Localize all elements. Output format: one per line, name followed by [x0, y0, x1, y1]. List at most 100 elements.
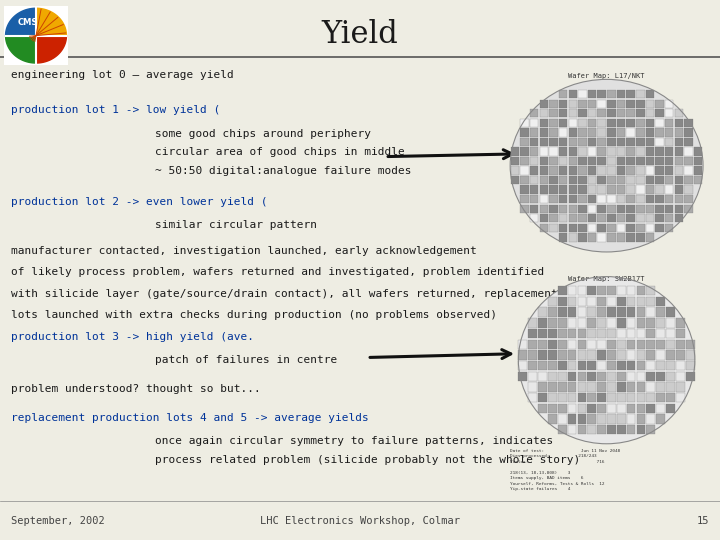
Bar — [548, 329, 557, 338]
Bar — [657, 307, 665, 317]
Bar — [627, 286, 636, 295]
Bar — [567, 393, 577, 402]
Bar — [538, 329, 546, 338]
Bar — [558, 297, 567, 306]
Bar — [647, 414, 655, 424]
Bar — [559, 128, 567, 137]
Bar — [666, 372, 675, 381]
Bar — [588, 340, 596, 349]
Bar — [636, 297, 645, 306]
Bar — [539, 128, 548, 137]
Bar — [578, 99, 587, 108]
Bar — [598, 329, 606, 338]
Bar — [528, 372, 537, 381]
Bar — [598, 340, 606, 349]
Bar — [627, 297, 636, 306]
Bar — [559, 176, 567, 184]
Bar — [598, 224, 606, 232]
Bar — [684, 195, 693, 204]
Bar — [598, 350, 606, 360]
Bar — [655, 185, 664, 194]
Bar — [627, 393, 636, 402]
Bar — [567, 340, 577, 349]
Bar — [588, 404, 596, 413]
Bar — [548, 414, 557, 424]
Text: September, 2002: September, 2002 — [11, 516, 104, 526]
Bar — [626, 138, 635, 146]
Bar — [636, 350, 645, 360]
Bar — [549, 147, 558, 156]
Polygon shape — [6, 8, 36, 36]
Bar — [627, 361, 636, 370]
Bar — [538, 361, 546, 370]
Bar — [675, 176, 683, 184]
Bar — [617, 157, 625, 165]
Bar — [617, 404, 626, 413]
Bar — [521, 166, 528, 175]
Bar — [598, 147, 606, 156]
Text: LHC Electronics Workshop, Colmar: LHC Electronics Workshop, Colmar — [260, 516, 460, 526]
Bar — [617, 297, 626, 306]
Bar — [588, 307, 596, 317]
Bar — [598, 185, 606, 194]
Bar — [665, 157, 673, 165]
Bar — [598, 393, 606, 402]
Bar — [617, 119, 625, 127]
Bar — [665, 195, 673, 204]
Bar — [694, 157, 703, 165]
Bar — [569, 99, 577, 108]
Bar — [626, 205, 635, 213]
Bar — [569, 195, 577, 204]
Bar — [655, 195, 664, 204]
Bar — [549, 195, 558, 204]
Bar — [538, 307, 546, 317]
Bar — [646, 119, 654, 127]
Bar — [548, 318, 557, 328]
Bar — [578, 224, 587, 232]
Bar — [684, 176, 693, 184]
Bar — [549, 185, 558, 194]
Bar — [666, 361, 675, 370]
Bar — [676, 393, 685, 402]
Bar — [607, 340, 616, 349]
Bar — [559, 214, 567, 222]
Bar — [607, 205, 616, 213]
Bar — [510, 147, 519, 156]
Bar — [617, 195, 625, 204]
Bar — [539, 205, 548, 213]
Text: ~ 50:50 digital:analogue failure modes: ~ 50:50 digital:analogue failure modes — [155, 166, 411, 177]
Bar — [598, 138, 606, 146]
Bar — [617, 382, 626, 392]
Bar — [607, 195, 616, 204]
Bar — [676, 361, 685, 370]
Bar — [559, 119, 567, 127]
Bar — [588, 393, 596, 402]
Bar — [647, 318, 655, 328]
Bar — [646, 233, 654, 241]
Bar — [569, 138, 577, 146]
Bar — [569, 128, 577, 137]
Bar — [655, 99, 664, 108]
Bar — [675, 157, 683, 165]
Bar — [549, 205, 558, 213]
Bar — [666, 382, 675, 392]
Bar — [530, 119, 539, 127]
Bar — [539, 185, 548, 194]
Bar — [684, 119, 693, 127]
Text: CMS: CMS — [18, 18, 38, 28]
Bar — [588, 233, 596, 241]
Bar — [647, 372, 655, 381]
Bar — [617, 138, 625, 146]
Bar — [578, 109, 587, 118]
Bar — [530, 195, 539, 204]
Bar — [559, 90, 567, 98]
Bar — [577, 340, 586, 349]
Bar — [558, 318, 567, 328]
Bar — [657, 414, 665, 424]
Text: Wafer Map: SW2B17T: Wafer Map: SW2B17T — [568, 275, 645, 282]
Bar — [521, 176, 528, 184]
Bar — [598, 404, 606, 413]
Bar — [569, 176, 577, 184]
Bar — [617, 393, 626, 402]
Bar — [567, 350, 577, 360]
